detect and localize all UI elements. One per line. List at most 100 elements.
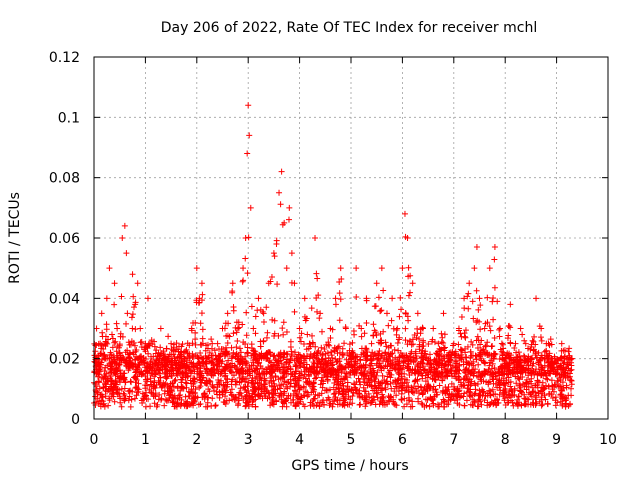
data-point-peak bbox=[342, 325, 349, 332]
data-point bbox=[506, 322, 513, 329]
data-point-peak bbox=[119, 235, 126, 241]
data-point-peak bbox=[168, 340, 175, 347]
data-point bbox=[154, 361, 161, 368]
data-point bbox=[208, 366, 215, 373]
data-point bbox=[287, 343, 294, 350]
data-point bbox=[266, 368, 273, 375]
data-point bbox=[430, 395, 437, 402]
data-point bbox=[540, 384, 547, 391]
data-point bbox=[204, 403, 211, 410]
data-point-peak bbox=[548, 355, 555, 362]
data-point-peak bbox=[337, 265, 344, 272]
data-point bbox=[523, 401, 530, 408]
data-point-peak bbox=[358, 325, 365, 332]
data-point-peak bbox=[240, 265, 247, 272]
data-point bbox=[189, 367, 196, 374]
data-point bbox=[117, 330, 124, 337]
data-point bbox=[263, 354, 270, 361]
data-point bbox=[99, 394, 106, 401]
data-point-peak bbox=[281, 219, 288, 226]
data-point bbox=[223, 348, 230, 355]
data-point-peak bbox=[204, 355, 211, 362]
data-point bbox=[283, 360, 290, 367]
y-axis-label: ROTI / TECUs bbox=[7, 192, 23, 284]
data-point bbox=[456, 361, 463, 368]
data-point bbox=[461, 390, 468, 397]
data-point bbox=[229, 288, 236, 295]
data-point bbox=[339, 345, 346, 352]
data-point-peak bbox=[368, 340, 375, 347]
data-point bbox=[482, 320, 489, 327]
data-point bbox=[313, 402, 320, 409]
data-point bbox=[333, 358, 340, 365]
y-axis-ticks: 0 0.02 0.04 0.06 0.08 0.1 0.12 bbox=[49, 50, 608, 428]
data-point bbox=[501, 381, 508, 388]
data-point bbox=[438, 339, 445, 346]
data-point bbox=[183, 400, 190, 407]
data-point bbox=[233, 344, 240, 351]
data-point bbox=[187, 389, 194, 396]
data-point bbox=[436, 361, 443, 368]
data-point bbox=[405, 317, 412, 324]
data-point bbox=[440, 396, 447, 403]
data-point bbox=[357, 356, 364, 363]
data-point bbox=[291, 308, 298, 315]
data-point bbox=[120, 390, 127, 397]
data-point bbox=[418, 384, 425, 391]
data-point bbox=[353, 294, 360, 301]
data-point bbox=[532, 402, 539, 409]
data-point bbox=[355, 375, 362, 382]
data-point-peak bbox=[126, 355, 133, 362]
data-point bbox=[295, 382, 302, 389]
data-point bbox=[427, 367, 434, 374]
data-point bbox=[359, 394, 366, 401]
data-point bbox=[240, 384, 247, 391]
data-point bbox=[155, 355, 162, 362]
data-point bbox=[304, 331, 311, 338]
data-point bbox=[183, 380, 190, 387]
data-point bbox=[471, 391, 478, 398]
data-point bbox=[211, 365, 218, 372]
data-point bbox=[406, 397, 413, 404]
data-point bbox=[313, 369, 320, 376]
data-point bbox=[106, 369, 113, 376]
data-point bbox=[513, 400, 520, 407]
data-point bbox=[426, 351, 433, 358]
data-point bbox=[490, 380, 497, 387]
data-point bbox=[306, 353, 313, 360]
data-point bbox=[376, 348, 383, 355]
data-point bbox=[190, 375, 197, 382]
data-point bbox=[314, 392, 321, 399]
data-point bbox=[512, 373, 519, 380]
data-point bbox=[448, 352, 455, 359]
data-point bbox=[456, 367, 463, 374]
data-point bbox=[380, 394, 387, 401]
data-point bbox=[334, 396, 341, 403]
data-point bbox=[329, 361, 336, 368]
data-point bbox=[347, 396, 354, 403]
data-point bbox=[109, 387, 116, 394]
data-point-peak bbox=[247, 204, 254, 211]
data-point bbox=[237, 390, 244, 397]
data-point bbox=[378, 307, 385, 314]
data-point bbox=[300, 341, 307, 348]
data-point bbox=[544, 401, 551, 408]
data-point bbox=[281, 364, 288, 371]
data-point bbox=[445, 383, 452, 390]
data-point-peak bbox=[178, 349, 185, 356]
data-point bbox=[254, 366, 261, 373]
data-point bbox=[383, 356, 390, 363]
data-point bbox=[258, 354, 265, 361]
data-point bbox=[531, 333, 538, 340]
data-point bbox=[391, 388, 398, 395]
data-point-peak bbox=[234, 325, 241, 332]
data-point bbox=[521, 353, 528, 360]
data-point-peak bbox=[291, 280, 298, 287]
data-point bbox=[165, 333, 172, 340]
data-point bbox=[103, 326, 110, 333]
data-point bbox=[404, 341, 411, 348]
data-point-peak bbox=[476, 295, 483, 302]
data-point bbox=[473, 287, 480, 294]
data-point bbox=[454, 385, 461, 392]
data-point bbox=[566, 401, 573, 408]
